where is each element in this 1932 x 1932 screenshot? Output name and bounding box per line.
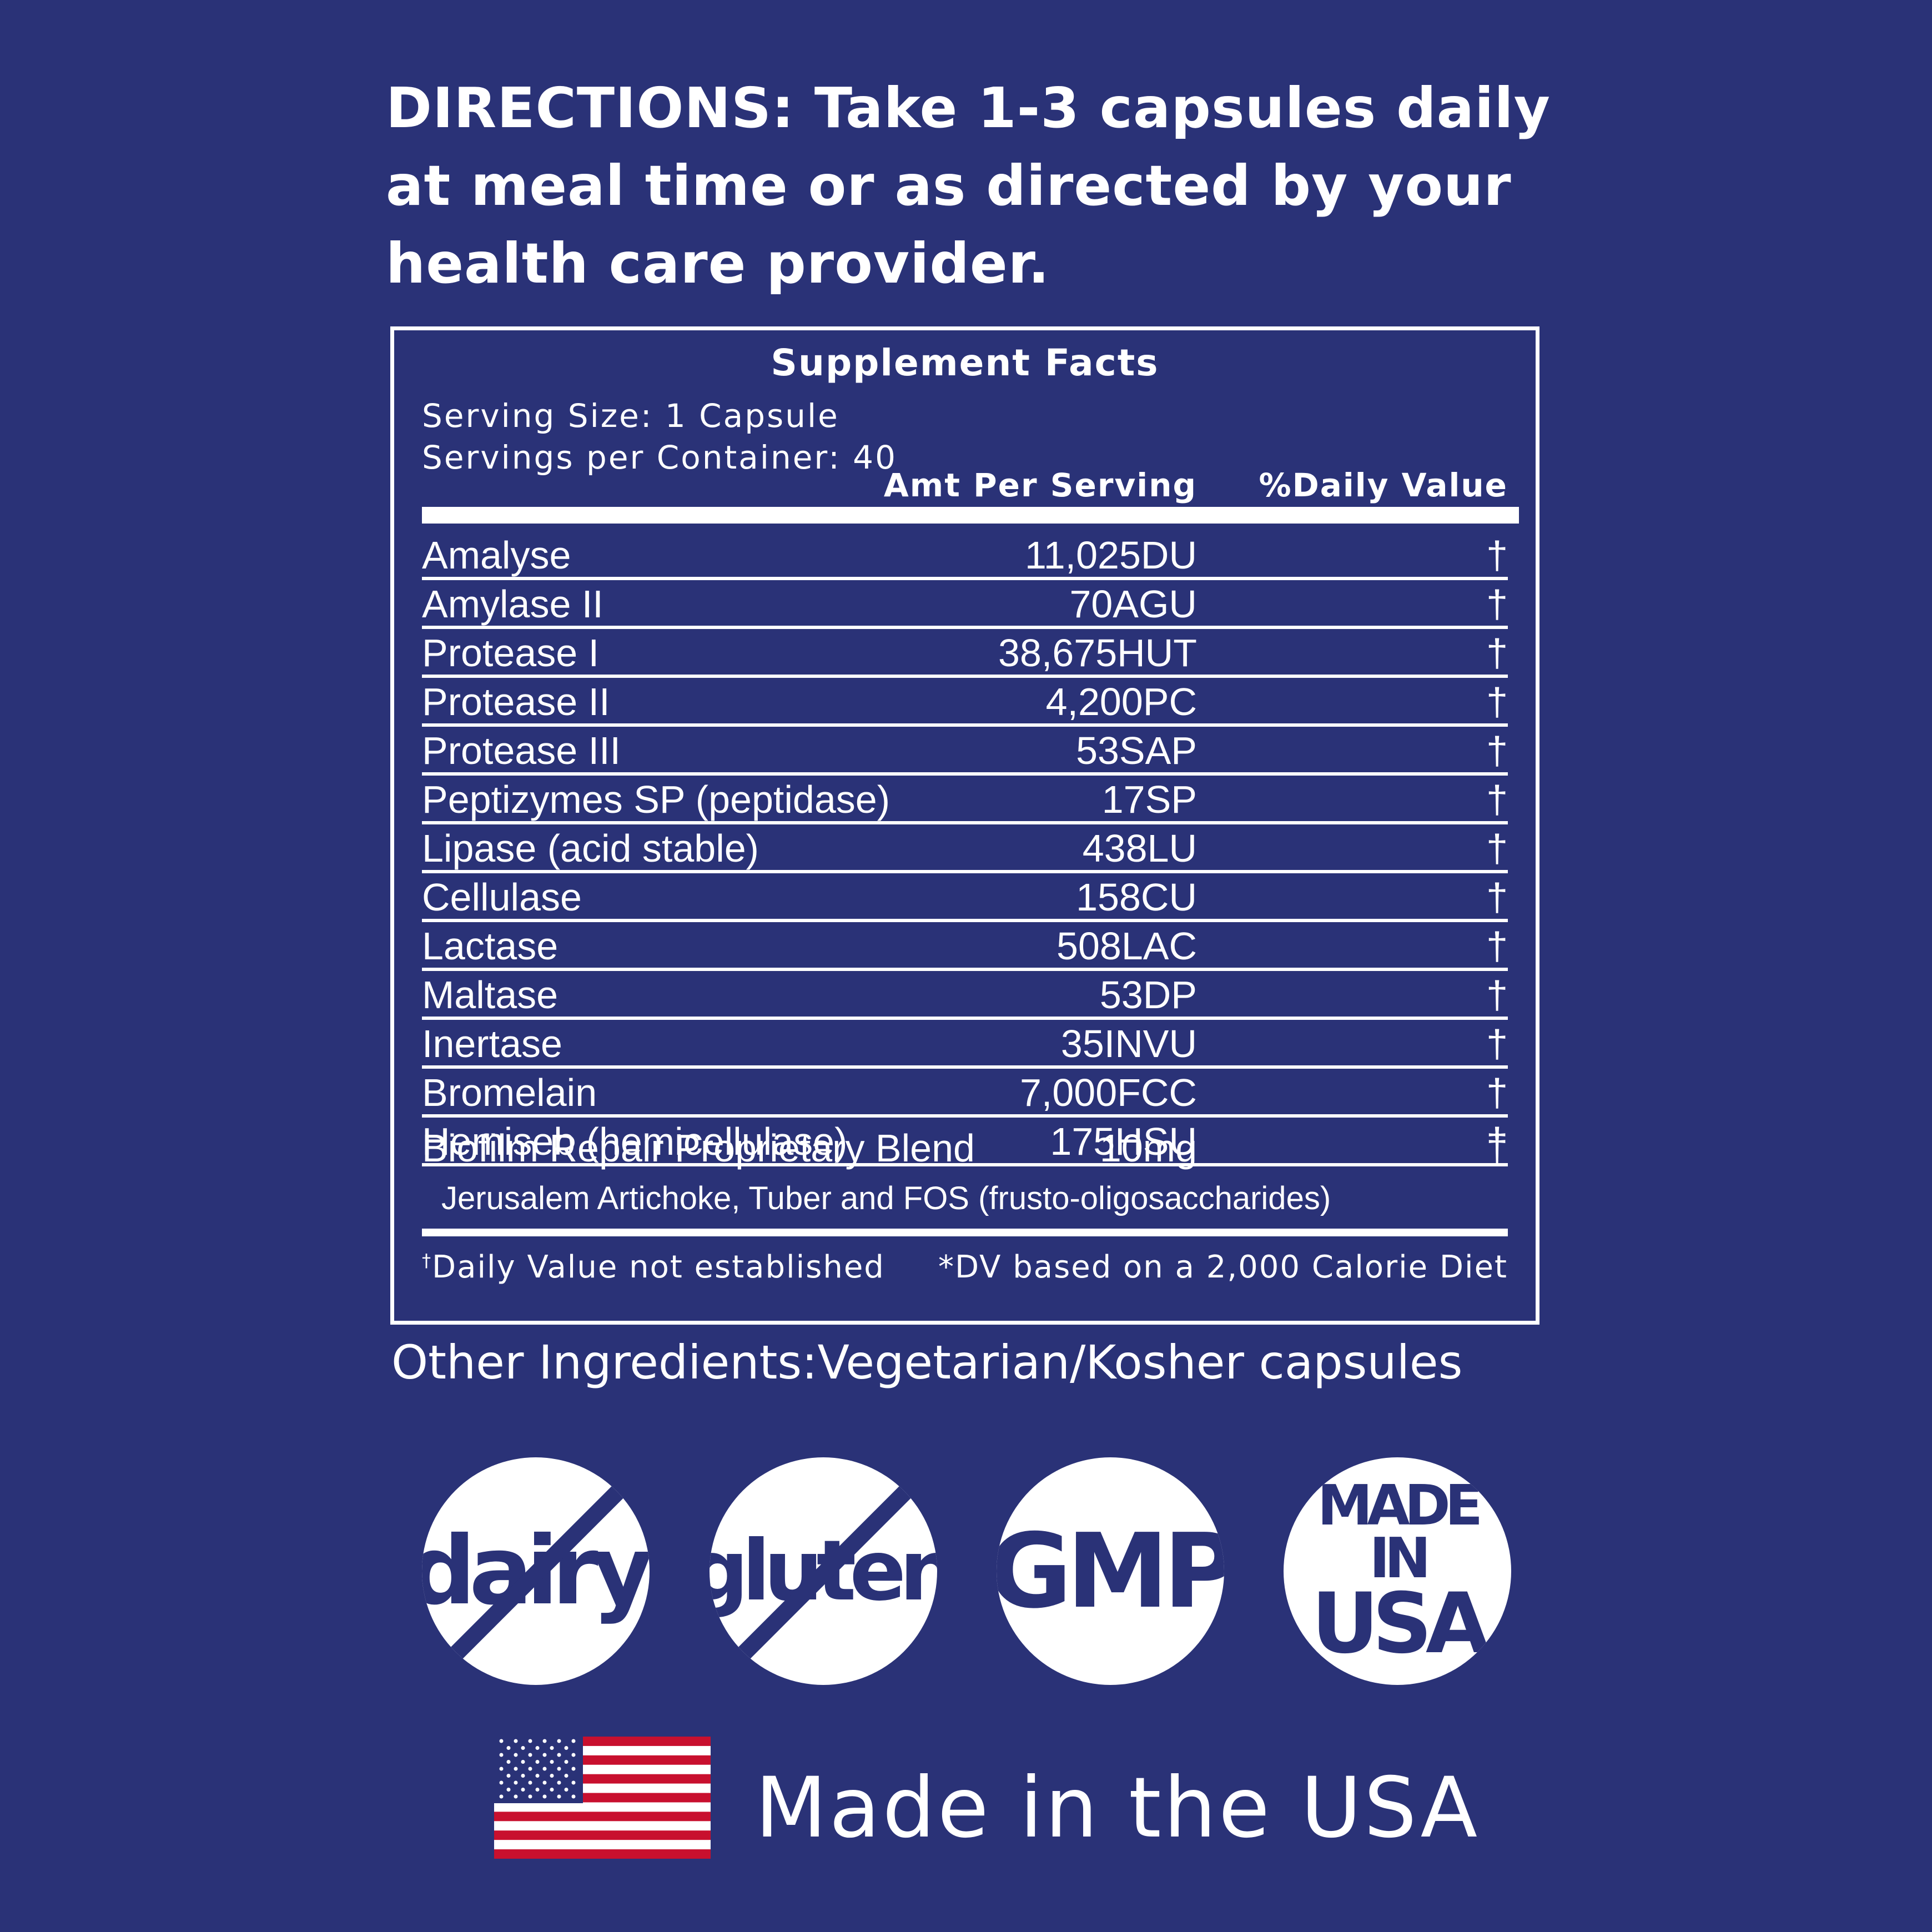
- gmp-badge: GMP: [997, 1457, 1224, 1685]
- ingredient-amount: 17SP: [1101, 778, 1197, 821]
- daily-value-mark: †: [1486, 1071, 1508, 1114]
- daily-value-mark: †: [1486, 924, 1508, 968]
- daily-value-mark: †: [1486, 827, 1508, 870]
- footer-divider: [422, 1229, 1508, 1236]
- daily-value-mark: †: [1486, 534, 1508, 577]
- daily-value-mark: †: [1486, 778, 1508, 821]
- facts-row: Hemiseb (hemicellulase) 175HSU †: [422, 1118, 1508, 1166]
- amount-column-header: Amt Per Serving: [883, 466, 1197, 504]
- blend-amount: 10mg: [1099, 1126, 1197, 1170]
- facts-row: Amalyse 11,025DU †: [422, 531, 1508, 580]
- facts-rows: Amalyse 11,025DU † Amylase II 70AGU † Protea…: [422, 531, 1508, 1166]
- footnote-left-text: Daily Value not established: [432, 1249, 885, 1285]
- facts-row: Protease II 4,200PC †: [422, 678, 1508, 727]
- ingredient-name: Bromelain: [422, 1071, 597, 1114]
- made-in-usa-badge: MADE IN USA: [1284, 1457, 1511, 1685]
- daily-value-mark: †: [1486, 680, 1508, 723]
- facts-row: Protease I 38,675HUT †: [422, 629, 1508, 678]
- daily-value-column-header: %Daily Value: [1259, 466, 1508, 504]
- ingredient-name: Cellulase: [422, 876, 582, 919]
- ingredient-amount: 438LU: [1082, 827, 1197, 870]
- ingredient-name: Lipase (acid stable): [422, 827, 759, 870]
- blend-row: Biofilm Repair Proprietary Blend 10mg †: [422, 1126, 1508, 1173]
- ingredient-amount: 7,000FCC: [1019, 1071, 1197, 1114]
- directions-line-2: at meal time or as directed by your: [386, 153, 1512, 218]
- ingredient-name: Hemiseb (hemicellulase): [422, 1120, 848, 1163]
- facts-row: Amylase II 70AGU †: [422, 580, 1508, 629]
- footnote-daily-value: †Daily Value not established: [422, 1249, 885, 1285]
- footnote-calorie-diet: *DV based on a 2,000 Calorie Diet: [938, 1249, 1508, 1285]
- ingredient-amount: 508LAC: [1056, 924, 1197, 968]
- ingredient-amount: 38,675HUT: [998, 631, 1197, 675]
- ingredient-name: Peptizymes SP (peptidase): [422, 778, 890, 821]
- ingredient-name: Maltase: [422, 973, 559, 1017]
- ingredient-amount: 53DP: [1099, 973, 1197, 1017]
- ingredient-name: Inertase: [422, 1022, 562, 1065]
- facts-row: Cellulase 158CU †: [422, 873, 1508, 922]
- daily-value-mark: †: [1486, 876, 1508, 919]
- directions-line-1: DIRECTIONS: Take 1-3 capsules daily: [386, 76, 1551, 140]
- facts-title: Supplement Facts: [771, 341, 1159, 384]
- directions-text: DIRECTIONS: Take 1-3 capsules daily at m…: [386, 69, 1663, 303]
- gluten-free-badge: gluten: [710, 1457, 937, 1685]
- facts-row: Inertase 35INVU †: [422, 1020, 1508, 1069]
- ingredient-name: Protease II: [422, 680, 610, 723]
- made-in-usa-text: Made in the USA: [755, 1760, 1480, 1856]
- facts-row: Lipase (acid stable) 438LU †: [422, 824, 1508, 873]
- footnote-mark: †: [422, 1250, 432, 1271]
- ingredient-amount: 70AGU: [1069, 582, 1197, 626]
- facts-row: Protease III 53SAP †: [422, 727, 1508, 776]
- gmp-badge-text: GMP: [997, 1511, 1224, 1631]
- ingredient-amount: 53SAP: [1076, 729, 1197, 772]
- ingredient-name: Lactase: [422, 924, 559, 968]
- ingredient-amount: 11,025DU: [1024, 534, 1197, 577]
- blend-daily-value-mark: †: [1486, 1126, 1508, 1170]
- daily-value-mark: †: [1486, 1120, 1508, 1163]
- ingredient-name: Protease III: [422, 729, 621, 772]
- daily-value-mark: †: [1486, 729, 1508, 772]
- ingredient-amount: 175HSU: [1050, 1120, 1197, 1163]
- daily-value-mark: †: [1486, 631, 1508, 675]
- ingredient-name: Amylase II: [422, 582, 603, 626]
- facts-row: Maltase 53DP †: [422, 971, 1508, 1020]
- ingredient-name: Protease I: [422, 631, 600, 675]
- supplement-facts-panel: Supplement Facts Serving Size: 1 Capsule…: [390, 326, 1539, 1325]
- usa-badge-text: USA: [1311, 1575, 1490, 1672]
- us-flag-icon: [494, 1737, 711, 1859]
- facts-row: Lactase 508LAC †: [422, 922, 1508, 971]
- header-divider: [422, 507, 1519, 524]
- directions-line-3: health care provider.: [386, 231, 1050, 296]
- facts-row: Peptizymes SP (peptidase) 17SP †: [422, 776, 1508, 824]
- dairy-free-badge: dairy: [422, 1457, 650, 1685]
- daily-value-mark: †: [1486, 1022, 1508, 1065]
- daily-value-mark: †: [1486, 582, 1508, 626]
- serving-size: Serving Size: 1 Capsule: [422, 397, 839, 435]
- made-in-badge-text: MADE IN: [1317, 1472, 1483, 1591]
- ingredient-amount: 35INVU: [1060, 1022, 1197, 1065]
- facts-row: Bromelain 7,000FCC †: [422, 1069, 1508, 1118]
- blend-name: Biofilm Repair Proprietary Blend: [422, 1126, 975, 1170]
- blend-ingredients: Jerusalem Artichoke, Tuber and FOS (frus…: [441, 1180, 1331, 1216]
- ingredient-name: Amalyse: [422, 534, 571, 577]
- daily-value-mark: †: [1486, 973, 1508, 1017]
- ingredient-amount: 4,200PC: [1045, 680, 1197, 723]
- other-ingredients: Other Ingredients:Vegetarian/Kosher caps…: [391, 1335, 1463, 1390]
- ingredient-amount: 158CU: [1076, 876, 1197, 919]
- servings-per-container: Servings per Container: 40: [422, 439, 897, 476]
